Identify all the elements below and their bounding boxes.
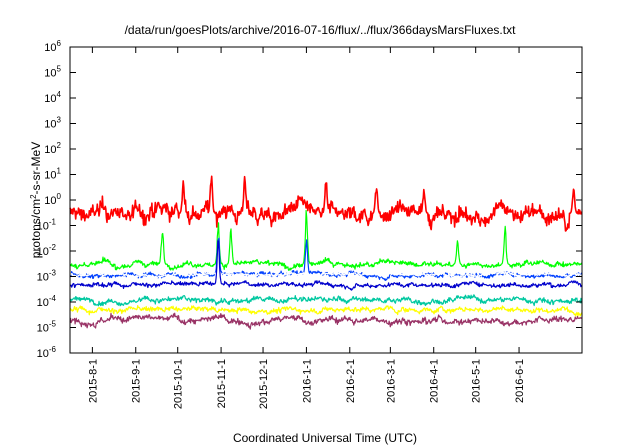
y-tick-label: 104: [44, 90, 61, 105]
y-tick-label: 100: [44, 192, 61, 207]
chart-title: /data/run/goesPlots/archive/2016-07-16/f…: [125, 23, 517, 37]
x-tick-label: 2016-2-1: [345, 359, 357, 403]
series-line: [69, 312, 583, 330]
x-tick-label: 2016-4-1: [429, 359, 441, 403]
y-tick-label: 102: [44, 141, 61, 156]
y-tick-label: 10-4: [37, 294, 57, 309]
series-line: [69, 175, 583, 232]
y-tick-label: 10-5: [37, 320, 57, 335]
series-line: [69, 209, 583, 271]
y-tick-label: 105: [44, 65, 61, 80]
series-line: [69, 305, 583, 317]
y-tick-label: 10-3: [37, 269, 57, 284]
x-tick-label: 2015-12-1: [258, 359, 270, 409]
x-tick-label: 2015-9-1: [131, 359, 143, 403]
series-line: [69, 240, 583, 291]
x-tick-label: 2016-5-1: [471, 359, 483, 403]
x-tick-label: 2016-1-1: [301, 359, 313, 403]
x-tick-label: 2015-11-1: [216, 359, 228, 408]
y-axis-label: protons/cm2-s-sr-MeV: [29, 142, 43, 258]
series-line: [69, 271, 583, 279]
series-line: [69, 294, 583, 307]
y-tick-label: 10-6: [37, 345, 57, 360]
y-tick-label: 106: [44, 39, 61, 54]
x-tick-label: 2016-3-1: [385, 359, 397, 403]
x-tick-label: 2016-6-1: [514, 359, 526, 403]
x-axis-label: Coordinated Universal Time (UTC): [233, 431, 417, 445]
y-tick-label: 101: [44, 167, 61, 182]
x-axis: 2015-8-1 2015-9-1 2015-10-1 2015-11-1 2015-1…: [87, 47, 526, 409]
y-tick-label: 103: [44, 116, 61, 131]
x-tick-label: 2015-8-1: [87, 359, 99, 403]
series-layer: [69, 175, 583, 330]
x-tick-label: 2015-10-1: [173, 359, 185, 409]
